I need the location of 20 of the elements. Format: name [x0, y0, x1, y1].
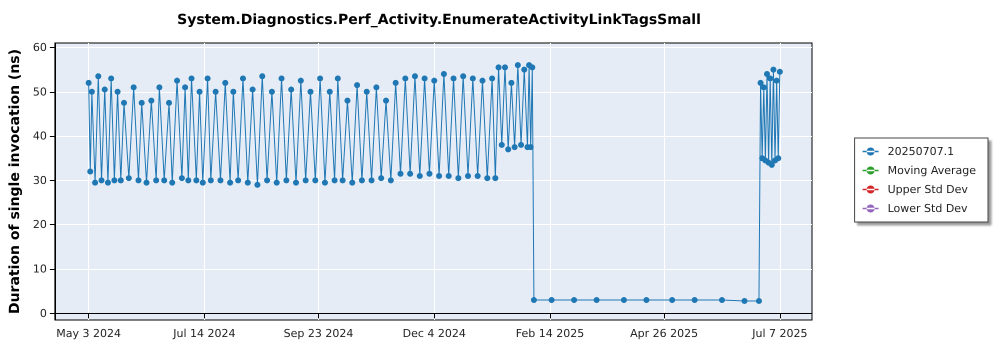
y-axis-title: Duration of single invocation (ns)	[7, 48, 23, 314]
y-tick-label: 30	[32, 174, 47, 187]
chart-title: System.Diagnostics.Perf_Activity.EnumerateActivityLinkTagsSmall	[177, 12, 701, 28]
y-tick-label: 50	[32, 85, 47, 98]
legend-label: Moving Average	[888, 164, 976, 177]
x-tick-label: Apr 26 2025	[630, 327, 698, 340]
y-tick-label: 60	[32, 40, 47, 54]
legend-label: Lower Std Dev	[888, 202, 968, 215]
y-tick-label: 10	[32, 262, 47, 276]
legend-label: 20250707.1	[888, 145, 954, 158]
x-tick-label: May 3 2024	[56, 327, 122, 340]
y-tick-label: 20	[32, 218, 47, 232]
y-tick-label: 0	[40, 306, 47, 320]
x-tick-label: Sep 23 2024	[284, 327, 354, 340]
x-tick-label: Jul 7 2025	[751, 327, 808, 340]
y-tick-label: 40	[32, 130, 47, 143]
x-tick-label: Jul 14 2024	[172, 327, 236, 340]
x-tick-label: Dec 4 2024	[402, 327, 466, 340]
legend-label: Upper Std Dev	[888, 183, 968, 196]
x-tick-label: Feb 14 2025	[516, 327, 584, 340]
